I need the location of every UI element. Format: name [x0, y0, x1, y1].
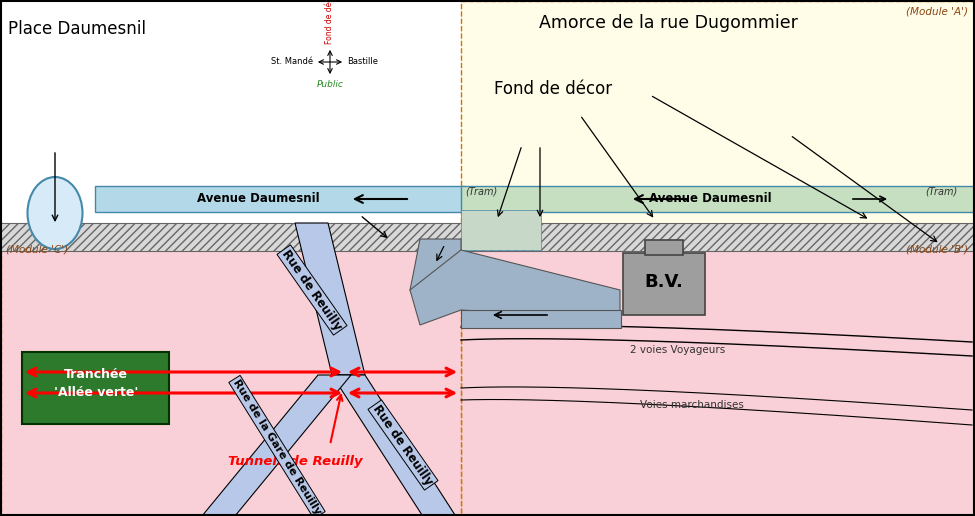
Bar [1, 239, 461, 515]
Text: Rue de Reuilly: Rue de Reuilly [370, 402, 436, 488]
Text: Public: Public [317, 80, 343, 89]
Bar [95, 186, 465, 212]
Bar [461, 1, 974, 239]
Text: Rue de Reuilly: Rue de Reuilly [280, 247, 344, 333]
Bar [0, 223, 975, 251]
Bar [461, 186, 974, 212]
Text: B.V.: B.V. [644, 273, 683, 291]
Text: Fond de décor: Fond de décor [494, 80, 612, 98]
Text: Voies marchandises: Voies marchandises [640, 400, 744, 410]
Text: (Module 'A'): (Module 'A') [906, 6, 968, 16]
Text: (Module 'C'): (Module 'C') [6, 244, 68, 254]
Text: Avenue Daumesnil: Avenue Daumesnil [197, 192, 320, 205]
Bar [461, 210, 541, 250]
Text: Rue de la Gare de Reuilly: Rue de la Gare de Reuilly [231, 378, 323, 516]
Text: (Module 'B'): (Module 'B') [906, 244, 968, 254]
Text: Fond de décor: Fond de décor [326, 0, 334, 44]
Text: Amorce de la rue Dugommier: Amorce de la rue Dugommier [538, 14, 798, 32]
Bar [623, 253, 705, 315]
Text: Avenue Daumesnil: Avenue Daumesnil [648, 192, 771, 205]
Text: Tunnels de Reuilly: Tunnels de Reuilly [228, 456, 363, 469]
Text: Place Daumesnil: Place Daumesnil [8, 20, 146, 38]
Bar [22, 352, 169, 424]
Text: Tranchée: Tranchée [64, 368, 128, 381]
Bar [1, 1, 461, 239]
Text: 'Allée verte': 'Allée verte' [54, 386, 138, 399]
Text: (Tram): (Tram) [465, 187, 497, 197]
Text: Bastille: Bastille [347, 57, 378, 67]
Bar [461, 239, 974, 515]
Polygon shape [202, 375, 351, 516]
Text: St. Mandé: St. Mandé [271, 57, 313, 67]
Polygon shape [295, 223, 365, 375]
Bar [461, 310, 621, 328]
Text: (Tram): (Tram) [925, 187, 958, 197]
Bar [645, 240, 683, 255]
Polygon shape [410, 250, 620, 325]
Text: 2 voies Voyageurs: 2 voies Voyageurs [630, 345, 725, 355]
Polygon shape [410, 239, 461, 310]
Ellipse shape [27, 177, 83, 249]
Polygon shape [332, 375, 455, 515]
